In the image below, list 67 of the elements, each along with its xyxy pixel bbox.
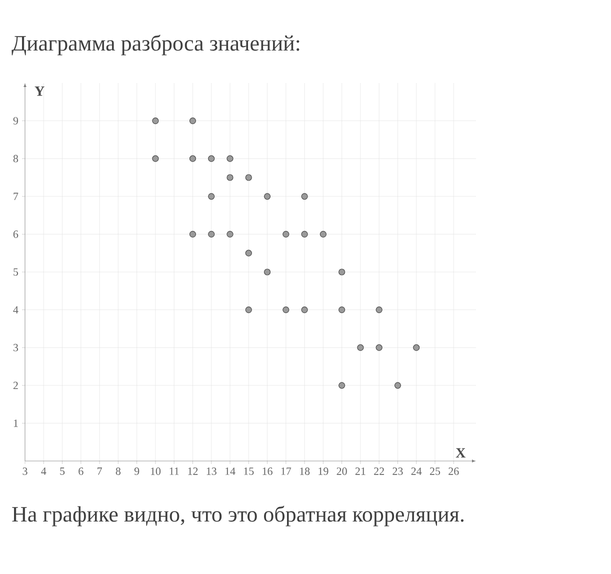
y-tick-label: 2: [13, 382, 18, 390]
x-tick-label: 8: [116, 468, 121, 475]
x-tick-label: 20: [336, 468, 347, 475]
point: [338, 268, 346, 276]
point: [226, 174, 234, 181]
x-tick-label: 21: [355, 468, 366, 475]
point: [394, 382, 402, 389]
point: [189, 230, 196, 238]
point: [152, 118, 159, 124]
x-tick-label: 23: [392, 468, 403, 475]
x-tick-label: 7: [98, 468, 102, 475]
point: [282, 306, 290, 314]
point: [338, 382, 346, 389]
x-tick-label: 5: [60, 468, 65, 475]
point: [189, 155, 196, 162]
point: [301, 193, 308, 200]
chart-title: Диаграмма разброса значений:: [12, 34, 300, 56]
point: [301, 306, 308, 314]
point: [338, 306, 346, 314]
x-tick-label: 16: [262, 468, 272, 475]
point: [245, 250, 252, 256]
point: [189, 118, 196, 124]
x-tick-label: 15: [244, 468, 254, 475]
x-tick-label: 3: [22, 468, 28, 475]
y-tick-label: 5: [14, 268, 18, 276]
x-axis-title: X: [456, 448, 466, 458]
x-tick-label: 18: [300, 468, 310, 475]
point: [320, 230, 326, 238]
x-tick-label: 6: [78, 468, 84, 475]
x-tick-label: 22: [374, 468, 384, 475]
y-axis-title: Y: [34, 86, 44, 96]
x-tick-label: 17: [281, 468, 292, 475]
point: [208, 193, 215, 200]
x-tick-label: 24: [411, 468, 422, 475]
point: [226, 230, 234, 238]
point: [226, 155, 234, 162]
y-tick-label: 3: [14, 344, 18, 352]
y-tick-label: 9: [13, 117, 18, 124]
point: [264, 193, 271, 200]
y-tick-label: 8: [13, 154, 18, 162]
point: [208, 155, 215, 162]
point: [413, 344, 420, 351]
point: [208, 230, 215, 238]
x-tick-label: 10: [150, 468, 161, 475]
x-tick-label: 9: [134, 468, 140, 475]
x-tick-label: 19: [318, 468, 328, 475]
y-tick-label: 4: [13, 306, 18, 314]
x-tick-label: 4: [41, 468, 46, 475]
point: [245, 174, 252, 181]
point: [282, 230, 290, 238]
text: На графике видно, что это обратная корреляция.: [12, 506, 464, 526]
x-tick-label: 14: [225, 468, 236, 475]
point: [245, 306, 252, 314]
x-tick-label: 26: [448, 468, 459, 475]
point: [357, 344, 364, 351]
point: [376, 344, 382, 351]
y-tick-label: 6: [13, 230, 18, 238]
x-tick-label: 13: [206, 468, 216, 475]
y-tick-label: 7: [14, 192, 18, 200]
x-tick-label: 11: [170, 468, 179, 475]
point: [301, 230, 308, 238]
x-tick-label: 12: [188, 468, 198, 475]
point: [376, 306, 382, 314]
point: [152, 155, 159, 162]
y-tick-label: 1: [14, 420, 18, 427]
x-tick-label: 25: [430, 468, 440, 475]
point: [264, 268, 271, 276]
